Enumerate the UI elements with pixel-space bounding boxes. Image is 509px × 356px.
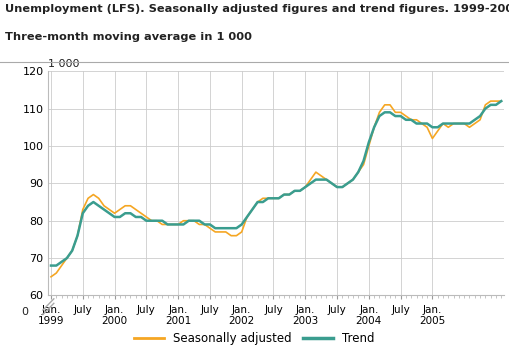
Text: Three-month moving average in 1 000: Three-month moving average in 1 000: [5, 32, 252, 42]
Legend: Seasonally adjusted, Trend: Seasonally adjusted, Trend: [129, 328, 380, 350]
Text: 0: 0: [21, 307, 28, 317]
Text: Unemployment (LFS). Seasonally adjusted figures and trend figures. 1999-2005.: Unemployment (LFS). Seasonally adjusted …: [5, 4, 509, 14]
Text: 1 000: 1 000: [48, 59, 80, 69]
